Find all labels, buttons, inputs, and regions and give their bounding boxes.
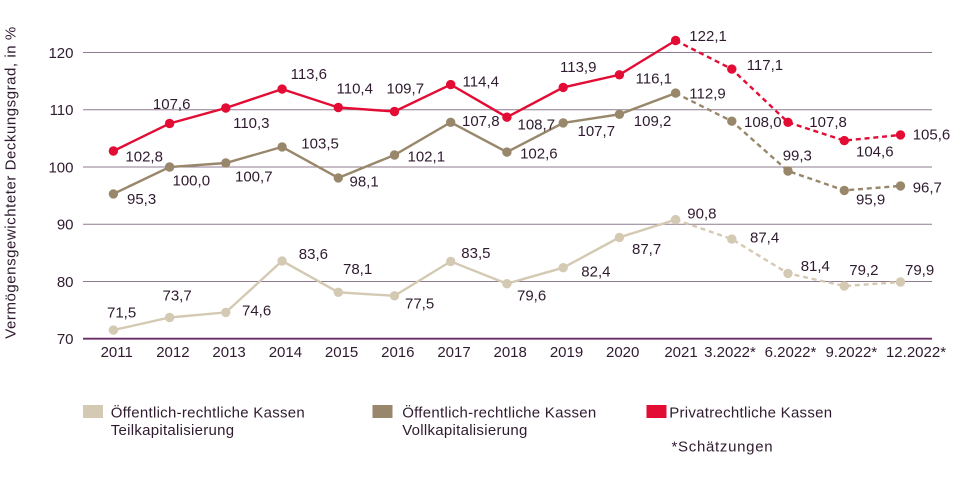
svg-text:82,4: 82,4: [581, 263, 610, 280]
svg-text:2014: 2014: [269, 344, 302, 361]
svg-text:103,5: 103,5: [301, 136, 339, 153]
svg-text:79,6: 79,6: [517, 288, 546, 305]
svg-text:108,7: 108,7: [518, 116, 556, 133]
svg-text:2013: 2013: [212, 344, 245, 361]
svg-text:73,7: 73,7: [163, 288, 192, 305]
svg-text:77,5: 77,5: [405, 296, 434, 313]
svg-text:3.2022*: 3.2022*: [704, 344, 756, 361]
svg-text:2018: 2018: [494, 344, 527, 361]
svg-text:109,7: 109,7: [387, 81, 425, 98]
svg-text:Vermögensgewichteter Deckungsg: Vermögensgewichteter Deckungsgrad, in %: [3, 26, 20, 338]
svg-text:96,7: 96,7: [913, 179, 942, 196]
svg-text:Vollkapitalisierung: Vollkapitalisierung: [402, 422, 527, 439]
svg-text:78,1: 78,1: [343, 261, 372, 278]
svg-text:Öffentlich-rechtliche Kassen: Öffentlich-rechtliche Kassen: [402, 404, 596, 422]
svg-text:100,0: 100,0: [173, 172, 211, 189]
svg-text:112,9: 112,9: [689, 86, 725, 103]
svg-text:2012: 2012: [156, 344, 189, 361]
svg-text:108,0: 108,0: [744, 114, 782, 131]
svg-text:107,6: 107,6: [153, 96, 191, 113]
svg-text:6.2022*: 6.2022*: [765, 344, 817, 361]
svg-text:116,1: 116,1: [636, 71, 672, 88]
svg-text:98,1: 98,1: [350, 173, 379, 190]
svg-text:107,7: 107,7: [578, 123, 616, 140]
svg-text:12.2022*: 12.2022*: [886, 344, 946, 361]
svg-text:107,8: 107,8: [809, 114, 847, 131]
svg-text:70: 70: [57, 331, 74, 348]
svg-text:9.2022*: 9.2022*: [825, 344, 877, 361]
svg-text:113,9: 113,9: [560, 59, 596, 76]
svg-text:110: 110: [50, 102, 74, 119]
svg-text:2017: 2017: [437, 344, 470, 361]
svg-text:100,7: 100,7: [235, 169, 273, 186]
svg-text:100: 100: [48, 159, 73, 176]
svg-text:117,1: 117,1: [747, 57, 783, 74]
svg-text:110,3: 110,3: [233, 115, 269, 132]
svg-text:2020: 2020: [606, 344, 639, 361]
svg-text:Privatrechtliche Kassen: Privatrechtliche Kassen: [669, 405, 832, 422]
svg-text:110,4: 110,4: [337, 81, 373, 98]
svg-text:109,2: 109,2: [634, 113, 672, 130]
svg-text:107,8: 107,8: [462, 113, 500, 130]
svg-text:2019: 2019: [550, 344, 583, 361]
svg-text:120: 120: [48, 45, 73, 62]
svg-text:102,6: 102,6: [520, 145, 558, 162]
svg-text:83,5: 83,5: [461, 245, 490, 262]
svg-text:90,8: 90,8: [687, 205, 716, 222]
svg-text:95,3: 95,3: [127, 191, 156, 208]
svg-text:87,4: 87,4: [750, 230, 779, 247]
svg-text:99,3: 99,3: [783, 147, 812, 164]
svg-text:83,6: 83,6: [299, 246, 328, 263]
svg-text:2016: 2016: [381, 344, 414, 361]
svg-text:102,1: 102,1: [408, 149, 446, 166]
svg-text:*Schätzungen: *Schätzungen: [672, 439, 774, 456]
svg-text:Öffentlich-rechtliche Kassen: Öffentlich-rechtliche Kassen: [111, 404, 305, 422]
svg-text:104,6: 104,6: [856, 144, 894, 161]
svg-text:2015: 2015: [325, 344, 358, 361]
svg-text:114,4: 114,4: [463, 74, 499, 91]
svg-text:105,6: 105,6: [913, 127, 951, 144]
svg-text:122,1: 122,1: [689, 28, 727, 45]
svg-text:79,9: 79,9: [905, 262, 934, 279]
svg-text:Teilkapitalisierung: Teilkapitalisierung: [111, 422, 235, 439]
svg-text:81,4: 81,4: [801, 258, 830, 275]
svg-text:90: 90: [57, 217, 74, 234]
svg-text:102,8: 102,8: [125, 149, 163, 166]
svg-text:2011: 2011: [101, 344, 133, 361]
svg-text:113,6: 113,6: [291, 66, 327, 83]
svg-text:71,5: 71,5: [107, 304, 136, 321]
svg-text:87,7: 87,7: [632, 241, 661, 258]
svg-text:95,9: 95,9: [856, 191, 885, 208]
svg-text:74,6: 74,6: [242, 303, 271, 320]
svg-text:80: 80: [57, 274, 74, 291]
svg-text:79,2: 79,2: [849, 262, 878, 279]
svg-text:2021: 2021: [664, 344, 697, 361]
